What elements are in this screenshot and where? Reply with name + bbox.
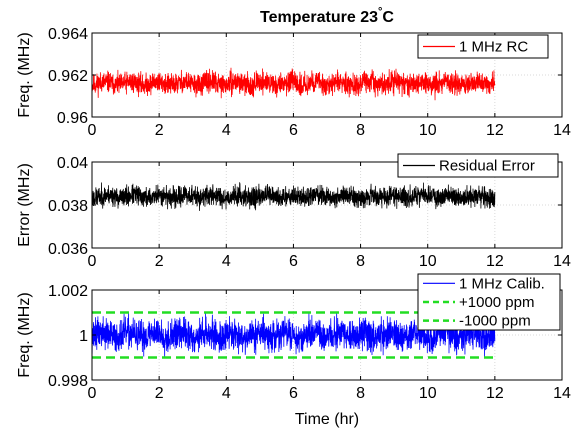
- x-tick-label: 6: [289, 385, 298, 402]
- y-tick-label: 0.962: [48, 68, 88, 85]
- x-tick-label: 10: [419, 253, 437, 270]
- legend-label: Residual Error: [439, 158, 535, 175]
- series-layer: [92, 311, 496, 359]
- y-axis-label: Error (MHz): [16, 163, 33, 247]
- x-tick-label: 12: [486, 385, 504, 402]
- legend-box: [397, 153, 559, 178]
- legend: 1 MHz RC: [417, 34, 549, 59]
- series-line-1: [92, 312, 496, 358]
- subplot-2: 0 2 4 6 8 10 12 14 0.036 0.038 0.04 Error (MHz) Resi…: [16, 153, 571, 270]
- x-tick-label: 2: [155, 385, 164, 402]
- legend-label: 1 MHz Calib.: [459, 275, 545, 292]
- subplot-3: 0 2 4 6 8 10 12 14 0.998 1 1.002 Freq. (MHz) Time (h…: [16, 273, 571, 428]
- x-tick-label: 14: [553, 122, 571, 139]
- x-tick-label: 0: [88, 253, 97, 270]
- y-axis-label: Freq. (MHz): [16, 292, 33, 377]
- x-tick-label: 8: [356, 385, 365, 402]
- series-layer: [92, 182, 496, 211]
- series-line-1: [92, 182, 496, 211]
- x-axis-label: Time (hr): [295, 411, 359, 428]
- x-tick-label: 8: [356, 253, 365, 270]
- series-line-1: [92, 67, 496, 101]
- y-tick-label: 1: [79, 328, 88, 345]
- x-tick-label: 2: [155, 122, 164, 139]
- y-tick-label: 0.964: [48, 26, 88, 43]
- x-tick-label: 14: [553, 253, 571, 270]
- y-tick-label: 1.002: [48, 283, 88, 300]
- y-tick-label: 0.036: [48, 241, 88, 258]
- y-tick-label: 0.96: [57, 110, 88, 127]
- chart-title: Temperature 23°C: [260, 6, 394, 26]
- legend: 1 MHz Calib. +1000 ppm -1000 ppm: [417, 273, 561, 331]
- x-tick-label: 14: [553, 385, 571, 402]
- x-tick-label: 6: [289, 253, 298, 270]
- x-tick-label: 12: [486, 122, 504, 139]
- series-layer: [92, 67, 496, 101]
- legend-label: -1000 ppm: [459, 313, 531, 330]
- y-axis-label: Freq. (MHz): [16, 32, 33, 117]
- subplot-1: 0 2 4 6 8 10 12 14 0.96 0.962 0.964 Freq. (MHz) Temp…: [16, 6, 571, 139]
- x-tick-label: 8: [356, 122, 365, 139]
- x-tick-label: 4: [222, 122, 231, 139]
- y-tick-label: 0.038: [48, 198, 88, 215]
- x-tick-label: 2: [155, 253, 164, 270]
- legend-label: 1 MHz RC: [459, 39, 528, 56]
- y-tick-label: 0.04: [57, 155, 88, 172]
- x-tick-label: 0: [88, 385, 97, 402]
- legend: Residual Error: [397, 153, 559, 178]
- x-tick-label: 0: [88, 122, 97, 139]
- x-tick-label: 12: [486, 253, 504, 270]
- y-tick-label: 0.998: [48, 373, 88, 390]
- x-tick-label: 4: [222, 253, 231, 270]
- x-tick-label: 6: [289, 122, 298, 139]
- x-tick-label: 4: [222, 385, 231, 402]
- legend-label: +1000 ppm: [459, 294, 534, 311]
- x-tick-label: 10: [419, 122, 437, 139]
- x-tick-label: 10: [419, 385, 437, 402]
- legend-box: [417, 34, 549, 59]
